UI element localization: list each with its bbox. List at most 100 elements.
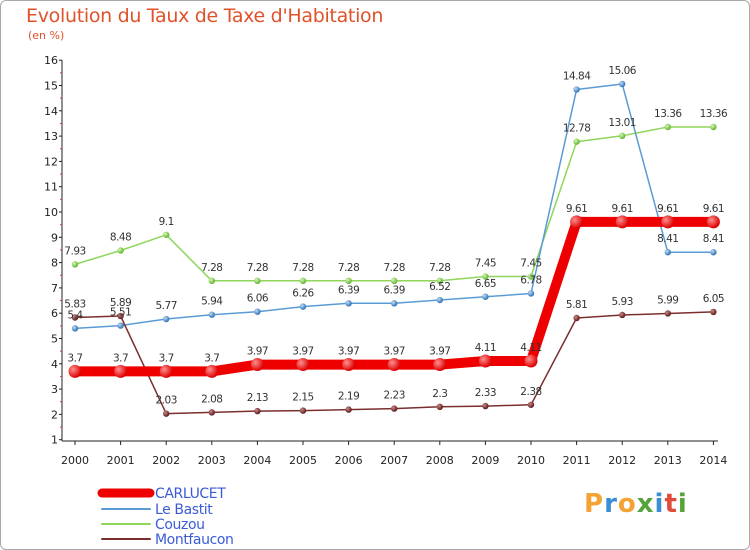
data-label-le-bastit: 8.41: [703, 233, 724, 245]
point-couzou: [208, 277, 215, 285]
data-label-carlucet: 4.11: [475, 342, 496, 354]
logo-letter: o: [617, 489, 637, 519]
data-label-couzou: 13.36: [654, 108, 682, 120]
point-le-bastit: [345, 300, 352, 307]
point-couzou: [117, 247, 124, 254]
x-tick-label: 2009: [471, 454, 499, 467]
data-label-montfaucon: 2.33: [475, 387, 496, 399]
y-tick-label: 9: [51, 231, 58, 244]
data-label-couzou: 7.45: [520, 258, 541, 270]
data-label-couzou: 7.28: [338, 262, 359, 274]
point-carlucet: [433, 358, 447, 372]
point-le-bastit: [527, 290, 535, 297]
point-carlucet: [524, 354, 538, 368]
data-label-le-bastit: 6.52: [429, 281, 450, 293]
y-tick-label: 8: [51, 257, 58, 270]
y-tick-label: 12: [44, 155, 58, 168]
data-label-carlucet: 9.61: [657, 203, 678, 215]
data-label-montfaucon: 2.3: [432, 388, 447, 400]
x-tick-label: 2002: [152, 454, 180, 467]
point-le-bastit: [117, 322, 124, 329]
point-montfaucon: [619, 311, 626, 319]
data-label-carlucet: 3.97: [384, 346, 405, 358]
data-label-montfaucon: 2.03: [156, 395, 177, 407]
y-tick-label: 14: [44, 105, 58, 118]
y-tick-label: 16: [44, 54, 58, 67]
data-label-montfaucon: 2.15: [292, 392, 313, 404]
y-tick-label: 15: [44, 80, 58, 93]
data-label-le-bastit: 15.06: [608, 65, 636, 77]
data-label-montfaucon: 6.05: [703, 293, 724, 305]
data-label-carlucet: 3.7: [159, 352, 174, 364]
point-montfaucon: [208, 409, 215, 416]
x-tick-label: 2012: [608, 454, 636, 467]
point-couzou: [527, 273, 535, 280]
point-le-bastit: [664, 249, 671, 256]
data-label-montfaucon: 5.83: [64, 299, 85, 311]
logo-letter: i: [677, 489, 688, 519]
point-le-bastit: [482, 293, 489, 300]
data-label-montfaucon: 2.08: [201, 393, 222, 405]
data-label-couzou: 7.28: [384, 262, 405, 274]
point-carlucet: [296, 358, 310, 372]
point-montfaucon: [71, 314, 79, 321]
point-montfaucon: [482, 402, 489, 410]
point-couzou: [619, 132, 626, 140]
y-tick-label: 2: [51, 408, 58, 421]
y-tick-label: 4: [51, 358, 58, 371]
x-tick-label: 2001: [107, 454, 135, 467]
point-carlucet: [114, 364, 128, 378]
x-tick-label: 2007: [380, 454, 408, 467]
unit-label: (en %): [28, 29, 65, 42]
data-label-le-bastit: 6.39: [384, 284, 405, 296]
point-montfaucon: [664, 310, 671, 317]
point-carlucet: [615, 215, 629, 229]
data-label-carlucet: 3.7: [113, 352, 128, 364]
point-carlucet: [159, 364, 173, 378]
point-le-bastit: [71, 325, 79, 332]
point-le-bastit: [573, 86, 580, 93]
x-tick-label: 2011: [563, 454, 591, 467]
point-le-bastit: [391, 300, 398, 307]
point-couzou: [391, 277, 398, 285]
legend-label-carlucet: CARLUCET: [155, 486, 226, 502]
point-montfaucon: [527, 401, 535, 408]
logo-letter: i: [654, 489, 665, 519]
point-montfaucon: [117, 312, 124, 320]
data-label-carlucet: 9.61: [703, 203, 724, 215]
data-label-montfaucon: 5.93: [612, 296, 633, 308]
legend-label-le-bastit: Le Bastit: [155, 502, 213, 518]
data-label-carlucet: 3.7: [204, 352, 219, 364]
point-couzou: [482, 273, 489, 280]
data-label-le-bastit: 5.77: [156, 300, 177, 312]
data-label-montfaucon: 2.13: [247, 392, 268, 404]
y-tick-label: 13: [44, 130, 58, 143]
logo-letter: r: [604, 489, 618, 519]
data-label-le-bastit: 6.78: [520, 274, 541, 286]
data-label-couzou: 13.01: [608, 117, 636, 129]
proxiti-logo: Proxiti: [584, 489, 688, 519]
x-tick-label: 2008: [426, 454, 454, 467]
x-tick-label: 2013: [654, 454, 682, 467]
data-label-montfaucon: 5.81: [566, 299, 587, 311]
data-label-carlucet: 9.61: [612, 203, 633, 215]
point-le-bastit: [254, 308, 261, 315]
data-label-couzou: 7.45: [475, 258, 496, 270]
legend-label-montfaucon: Montfaucon: [155, 532, 234, 548]
point-couzou: [299, 277, 307, 285]
x-tick-label: 2014: [699, 454, 727, 467]
point-montfaucon: [163, 410, 170, 417]
data-label-couzou: 8.48: [110, 231, 131, 243]
data-label-carlucet: 9.61: [566, 203, 587, 215]
y-tick-label: 1: [51, 434, 58, 447]
point-montfaucon: [436, 403, 443, 411]
point-montfaucon: [254, 407, 261, 415]
data-label-le-bastit: 6.39: [338, 284, 359, 296]
data-label-montfaucon: 5.89: [110, 297, 131, 309]
point-montfaucon: [710, 308, 717, 316]
x-tick-label: 2010: [517, 454, 545, 467]
data-label-carlucet: 3.97: [292, 346, 313, 358]
point-le-bastit: [299, 303, 307, 310]
